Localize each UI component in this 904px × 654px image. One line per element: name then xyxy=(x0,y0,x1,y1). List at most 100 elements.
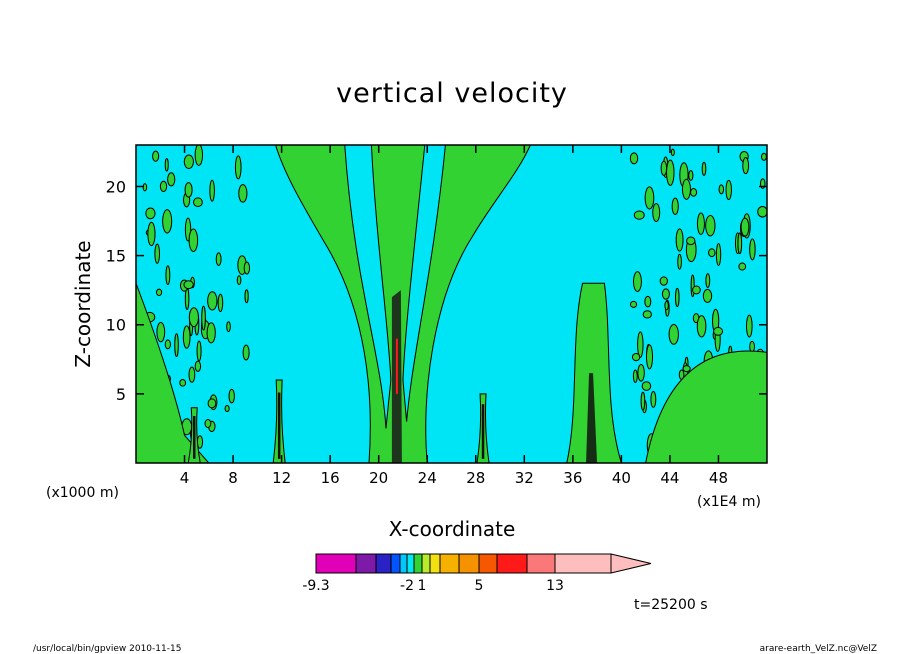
colorbar-swatch xyxy=(406,553,415,574)
central-plume-inner-right xyxy=(402,145,446,422)
small-cell xyxy=(696,212,705,235)
colorbar-label: -9.3 xyxy=(302,578,329,594)
right-plume-core xyxy=(586,373,598,463)
small-cell xyxy=(633,210,645,220)
x-unit-right: (x1E4 m) xyxy=(697,494,761,510)
footer-left: /usr/local/bin/gpview 2010-11-15 xyxy=(33,644,181,654)
small-cell xyxy=(652,203,661,222)
x-tick-label: 24 xyxy=(418,469,437,487)
small-cell xyxy=(632,369,638,384)
x-tick-label: 40 xyxy=(612,469,631,487)
small-cell xyxy=(164,158,169,172)
small-cell xyxy=(705,214,716,237)
small-cell xyxy=(243,261,251,275)
x-tick-label: 4 xyxy=(180,469,190,487)
small-cell xyxy=(641,381,652,391)
small-cell xyxy=(749,238,756,261)
small-cell xyxy=(228,388,235,404)
small-cell xyxy=(174,333,179,357)
x-axis-ticks: 4 8 12 16 20 24 28 32 36 40 44 48 xyxy=(180,145,728,487)
small-cell xyxy=(188,307,199,328)
small-cell xyxy=(147,221,156,247)
y-tick-label: 10 xyxy=(106,316,126,335)
small-cell xyxy=(666,159,675,186)
small-cell xyxy=(204,419,212,428)
small-cell xyxy=(194,360,202,372)
small-cell xyxy=(215,252,222,266)
velocity-field xyxy=(136,145,767,463)
small-cell xyxy=(742,157,750,175)
small-cell xyxy=(629,300,638,308)
right-plume xyxy=(566,282,622,463)
small-cell xyxy=(738,262,747,271)
small-cell xyxy=(682,365,691,373)
small-cell xyxy=(234,155,242,180)
central-plume-outer xyxy=(275,145,531,463)
colorbar-swatch xyxy=(478,553,498,574)
small-cell xyxy=(718,184,725,195)
small-cell xyxy=(629,152,639,165)
small-cell xyxy=(644,295,652,308)
small-cell xyxy=(660,160,668,176)
small-cell xyxy=(708,248,716,258)
small-cell xyxy=(631,352,641,362)
small-cell xyxy=(705,273,711,288)
x-tick-label: 36 xyxy=(563,469,582,487)
colorbar-swatch xyxy=(496,553,528,574)
small-cell xyxy=(664,300,669,311)
colorbar-swatch xyxy=(526,553,556,574)
left-lower-region xyxy=(136,283,210,463)
x-tick-label: 48 xyxy=(709,469,728,487)
colorbar-swatch xyxy=(399,553,408,574)
colorbar-swatch xyxy=(390,553,401,574)
colorbar xyxy=(315,553,652,574)
colorbar-label: 1 xyxy=(418,578,427,594)
small-cell xyxy=(690,188,698,197)
colorbar-swatch xyxy=(315,553,357,574)
small-cell xyxy=(675,228,684,252)
small-cell xyxy=(659,276,668,286)
x-tick-label: 28 xyxy=(466,469,485,487)
colorbar-swatch xyxy=(375,553,392,574)
time-label: t=25200 s xyxy=(634,597,708,613)
central-plume-inner-left xyxy=(344,145,392,429)
small-cell xyxy=(737,232,743,255)
small-cell xyxy=(152,150,160,162)
small-cell xyxy=(142,183,148,192)
small-cell xyxy=(154,243,161,264)
small-cell xyxy=(192,197,203,208)
small-cell xyxy=(183,154,194,169)
small-cell xyxy=(165,265,171,286)
small-cell xyxy=(646,344,654,370)
small-cell xyxy=(207,291,218,311)
small-cell xyxy=(194,145,204,166)
chart-title: vertical velocity xyxy=(336,78,568,109)
colorbar-label: -2 xyxy=(400,578,414,594)
colorbar-swatch xyxy=(355,553,377,574)
colorbar-arrow xyxy=(610,553,652,574)
small-cell xyxy=(206,322,216,344)
small-cell xyxy=(677,253,682,270)
x-tick-label: 32 xyxy=(515,469,534,487)
small-cell xyxy=(686,236,696,246)
colorbar-label: 13 xyxy=(546,578,564,594)
small-cell xyxy=(644,186,655,210)
small-cell xyxy=(184,182,193,198)
small-cell xyxy=(155,288,163,297)
small-cell xyxy=(745,314,753,338)
y-tick-label: 20 xyxy=(106,177,126,196)
x-tick-label: 12 xyxy=(272,469,291,487)
small-cell xyxy=(244,289,249,304)
small-cell xyxy=(632,271,642,293)
small-cell xyxy=(713,326,724,336)
small-cell xyxy=(761,152,767,161)
small-cell xyxy=(207,398,217,409)
small-cell xyxy=(156,322,166,343)
small-cell xyxy=(725,179,732,201)
colorbar-label: 5 xyxy=(475,578,484,594)
plot-area xyxy=(135,144,768,464)
small-cell xyxy=(696,315,707,338)
small-cell xyxy=(242,344,250,361)
small-cell xyxy=(162,209,173,234)
